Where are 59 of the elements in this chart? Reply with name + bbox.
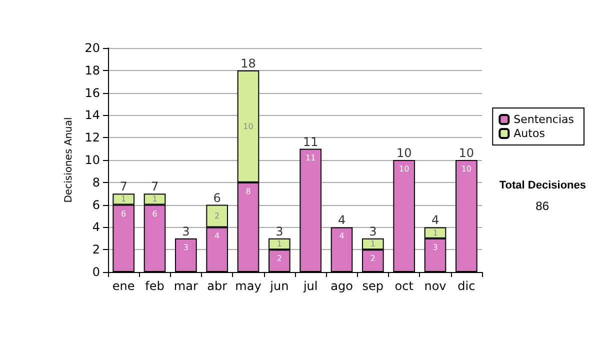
data-label: 1 — [276, 240, 282, 248]
data-label: 1 — [370, 240, 376, 248]
x-tick-label: may — [235, 279, 262, 293]
data-label: 3 — [432, 242, 438, 252]
legend-label: Sentencias — [514, 113, 574, 126]
x-tick-label: mar — [174, 279, 198, 293]
x-tick-label: jun — [269, 279, 289, 293]
y-tick-label: 18 — [84, 63, 100, 78]
total-label: 10 — [458, 146, 474, 160]
data-label: 11 — [305, 153, 316, 162]
data-label: 4 — [214, 232, 220, 241]
total-label: 3 — [369, 224, 377, 238]
data-label: 2 — [276, 254, 282, 264]
total-label: 18 — [240, 56, 256, 70]
total-label: 7 — [150, 180, 159, 194]
y-axis-title: Decisiones Anual — [63, 117, 74, 203]
x-tick-label: abr — [207, 279, 228, 293]
x-tick-label: nov — [424, 279, 446, 293]
data-label: 1 — [152, 194, 158, 204]
x-tick-label: sep — [362, 279, 384, 293]
y-tick-label: 14 — [84, 108, 100, 122]
x-tick-label: feb — [145, 279, 164, 293]
text: Total Decisiones — [499, 180, 586, 192]
y-tick-label: 4 — [92, 220, 100, 234]
y-tick-label: 10 — [84, 153, 100, 167]
y-tick-label: 6 — [92, 198, 100, 212]
x-tick-label: oct — [394, 279, 414, 293]
data-label: 4 — [339, 232, 344, 241]
total-label: 11 — [302, 134, 318, 149]
x-tick-label: jul — [302, 279, 318, 293]
total-label: 4 — [338, 213, 346, 228]
data-label: 10 — [243, 122, 254, 131]
x-tick-label: ago — [330, 279, 353, 293]
data-label: 3 — [183, 242, 188, 252]
y-tick-label: 0 — [92, 265, 100, 279]
data-label: 1 — [432, 228, 438, 238]
data-label: 10 — [398, 164, 410, 174]
x-tick-label: dic — [458, 279, 476, 293]
total-label: 3 — [182, 224, 190, 238]
legend-label: Autos — [514, 127, 546, 140]
total-label: 10 — [396, 146, 412, 160]
total-label: 4 — [431, 213, 440, 228]
total-label: 6 — [213, 190, 221, 205]
total-label: 3 — [276, 224, 284, 238]
data-label: 6 — [152, 209, 158, 218]
y-tick-label: 8 — [92, 175, 100, 190]
y-tick-label: 12 — [84, 130, 100, 145]
y-tick-label: 16 — [84, 86, 100, 100]
data-label: 8 — [246, 186, 251, 196]
data-label: 2 — [214, 212, 220, 220]
data-label: 2 — [370, 254, 376, 264]
data-label: 6 — [121, 209, 126, 218]
y-tick-label: 20 — [84, 41, 100, 55]
total-label: 7 — [120, 180, 128, 194]
text: 86 — [536, 199, 550, 213]
data-label: 10 — [461, 164, 472, 174]
x-tick-label: ene — [112, 279, 135, 293]
y-tick-label: 2 — [92, 242, 100, 257]
data-label: 1 — [121, 194, 126, 204]
